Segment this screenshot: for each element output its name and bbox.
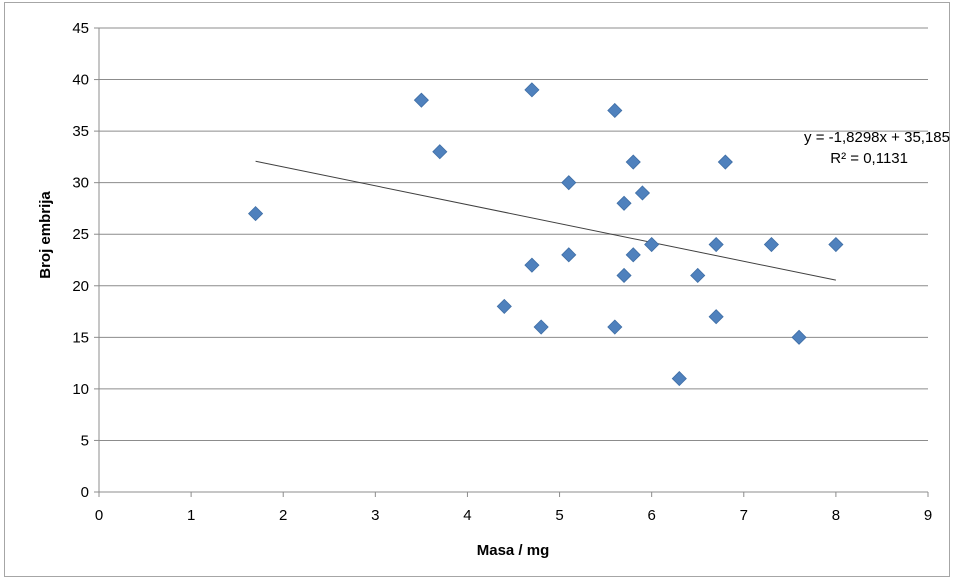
data-point	[671, 371, 687, 387]
data-point	[524, 257, 540, 273]
gridlines	[99, 27, 928, 441]
x-tick-label: 6	[647, 507, 655, 524]
y-tick-label: 15	[72, 329, 89, 346]
data-point	[616, 267, 632, 284]
x-tick-label: 0	[95, 507, 103, 524]
y-tick-label: 0	[81, 484, 89, 501]
data-point	[496, 298, 512, 314]
data-point	[533, 319, 549, 335]
x-tick-label: 4	[463, 507, 471, 524]
data-point	[634, 185, 651, 201]
chart-frame	[4, 2, 950, 577]
y-tick-label: 40	[72, 72, 89, 89]
data-points	[248, 82, 844, 387]
data-point	[625, 154, 641, 170]
data-point	[561, 247, 577, 263]
data-point	[524, 82, 540, 98]
data-point	[432, 144, 448, 160]
data-point	[708, 236, 724, 253]
y-tick-label: 25	[72, 226, 89, 243]
data-point	[561, 175, 577, 191]
data-point	[828, 236, 844, 253]
trendline-r-squared: R² = 0,1131	[830, 150, 908, 167]
data-point	[708, 309, 724, 325]
x-tick-label: 9	[924, 507, 932, 524]
x-tick-label: 8	[832, 507, 840, 524]
data-point	[791, 329, 807, 345]
data-point	[616, 195, 632, 211]
y-tick-label: 30	[72, 175, 89, 192]
data-point	[690, 267, 706, 284]
data-point	[607, 102, 623, 119]
y-axis-title: Broj embrija	[37, 191, 54, 279]
trendline-equation: y = -1,8298x + 35,185	[804, 129, 950, 146]
y-tick-label: 45	[72, 20, 89, 37]
data-point	[413, 92, 429, 108]
data-point	[248, 206, 264, 222]
x-tick-label: 2	[279, 507, 287, 524]
x-tick-label: 1	[187, 507, 195, 524]
x-tick-label: 3	[371, 507, 379, 524]
data-point	[763, 236, 779, 253]
y-tick-label: 10	[72, 381, 89, 398]
trendline	[255, 160, 836, 281]
data-point	[717, 154, 733, 170]
data-point	[644, 236, 660, 253]
y-tick-label: 35	[72, 123, 89, 140]
data-point	[625, 247, 641, 263]
x-axis-title: Masa / mg	[477, 542, 550, 559]
y-tick-label: 20	[72, 278, 89, 295]
x-tick-label: 5	[555, 507, 563, 524]
x-tick-label: 7	[740, 507, 748, 524]
y-tick-label: 5	[81, 432, 89, 449]
data-point	[607, 319, 623, 335]
trendline-group	[255, 160, 836, 281]
